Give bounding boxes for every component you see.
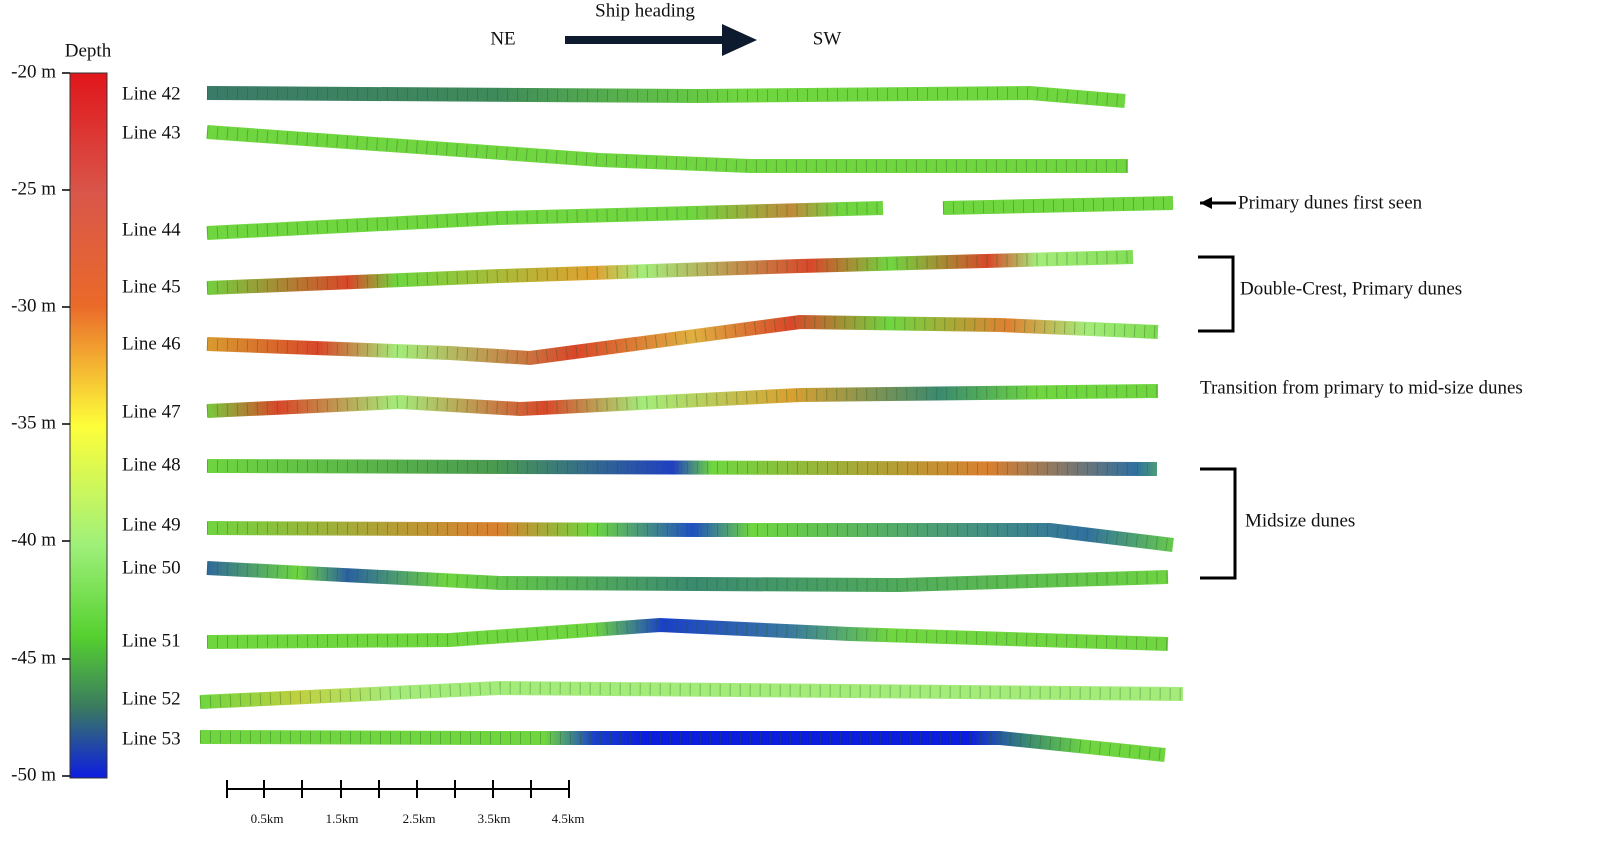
colorbar-tick-label: -20 m: [11, 61, 56, 82]
survey-strip: [206, 521, 1174, 552]
line-label: Line 50: [122, 557, 181, 578]
line-label: Line 44: [122, 219, 181, 240]
colorbar-tick-label: -45 m: [11, 647, 56, 668]
line-label: Line 45: [122, 276, 181, 297]
survey-strip: [206, 561, 1169, 593]
colorbar-tick-label: -50 m: [11, 764, 56, 785]
line-label: Line 43: [122, 122, 181, 143]
scale-label: 2.5km: [403, 811, 436, 826]
annotation: Midsize dunes: [1245, 510, 1355, 531]
scale-label: 1.5km: [326, 811, 359, 826]
line-label: Line 47: [122, 401, 181, 422]
line-label: Line 52: [122, 688, 181, 709]
line-label: Line 51: [122, 630, 181, 651]
survey-strip: [199, 730, 1166, 762]
survey-strip: [206, 85, 1126, 108]
survey-strip: [206, 314, 1159, 366]
annotation: Double-Crest, Primary dunes: [1240, 278, 1462, 299]
colorbar-title: Depth: [65, 40, 112, 61]
survey-strip: [206, 125, 1128, 173]
annotation: Transition from primary to mid-size dune…: [1200, 377, 1523, 398]
strip-texture: [199, 681, 1184, 708]
heading-from: NE: [490, 28, 515, 49]
survey-strip: [206, 250, 1134, 295]
colorbar-tick-label: -25 m: [11, 178, 56, 199]
heading-arrow: [565, 24, 757, 56]
survey-strip: [206, 384, 1159, 418]
colorbar-tick-label: -40 m: [11, 529, 56, 550]
colorbar: [69, 72, 108, 779]
bracket: [1198, 255, 1235, 333]
line-label: Line 49: [122, 514, 181, 535]
line-label: Line 48: [122, 454, 181, 475]
arrow-head: [1200, 197, 1212, 209]
line-label: Line 53: [122, 728, 181, 749]
annotation: Primary dunes first seen: [1238, 192, 1423, 213]
colorbar-tick-label: -30 m: [11, 295, 56, 316]
scale-label: 4.5km: [552, 811, 585, 826]
bracket: [1200, 467, 1237, 580]
line-label: Line 46: [122, 333, 181, 354]
scale-label: 3.5km: [478, 811, 511, 826]
survey-strip: [206, 201, 884, 240]
scale-label: 0.5km: [251, 811, 284, 826]
survey-strip: [199, 680, 1184, 709]
heading-label: Ship heading: [595, 0, 695, 21]
line-label: Line 42: [122, 83, 181, 104]
survey-strip: [206, 459, 1158, 476]
colorbar-tick-label: -35 m: [11, 412, 56, 433]
survey-strip: [206, 617, 1169, 651]
strip-texture: [199, 731, 1166, 761]
survey-strip: [942, 196, 1174, 215]
heading-to: SW: [813, 28, 842, 49]
strip-texture: [206, 86, 1126, 107]
